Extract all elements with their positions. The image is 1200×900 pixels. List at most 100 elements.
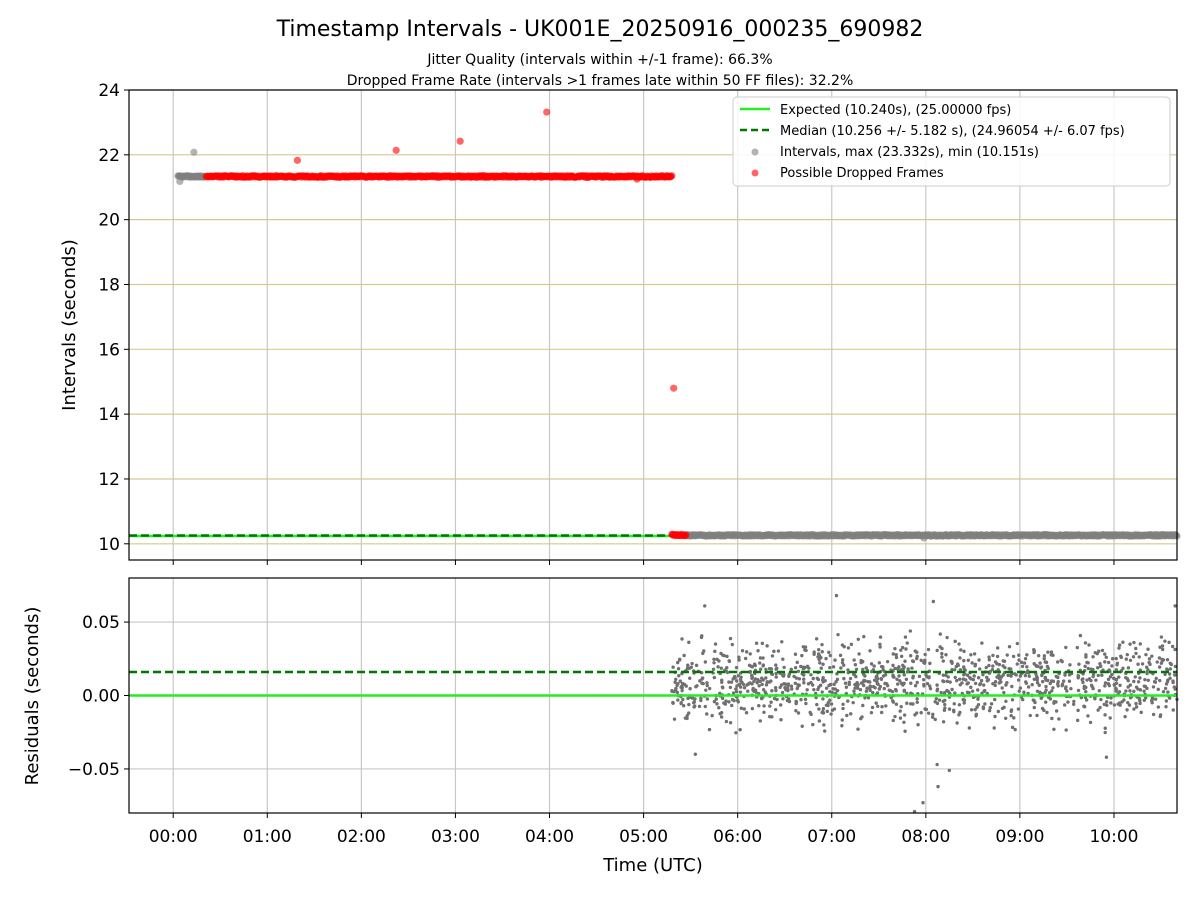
residual-point (774, 671, 778, 676)
residual-point (738, 690, 743, 694)
residual-point (1015, 641, 1020, 646)
residual-point (935, 683, 939, 687)
residual-point (728, 721, 733, 725)
residual-point (878, 635, 883, 639)
residual-point (705, 697, 710, 701)
residual-point (1027, 674, 1031, 678)
residual-point (1151, 712, 1156, 717)
residual-point (1039, 666, 1043, 670)
residual-point (1010, 698, 1015, 702)
residual-point (916, 723, 920, 727)
residual-point (1017, 689, 1021, 693)
residual-point (719, 651, 723, 656)
residual-point (840, 643, 845, 647)
residual-point (948, 680, 952, 684)
residual-point (697, 704, 702, 709)
residual-point (818, 661, 822, 665)
residual-point (852, 689, 856, 693)
residual-point (1125, 652, 1129, 657)
residual-point (756, 649, 760, 653)
dropped-frame-point (670, 384, 678, 392)
residual-point (721, 686, 725, 690)
residual-point (833, 658, 837, 662)
residual-point (1022, 690, 1026, 694)
residual-point (1007, 667, 1011, 671)
residual-point (732, 674, 737, 679)
residual-point (1103, 684, 1107, 688)
residual-point (1046, 650, 1050, 654)
residual-point (915, 697, 919, 701)
residual-point (1114, 689, 1118, 693)
residual-point (868, 649, 872, 653)
residual-point (736, 673, 741, 678)
residual-point (893, 646, 897, 651)
residual-point (1115, 661, 1120, 665)
residual-point (953, 691, 957, 695)
residual-point (985, 679, 990, 683)
residual-point (1138, 676, 1142, 680)
residual-point (783, 686, 787, 690)
residual-point (973, 707, 977, 712)
residual-point (1168, 667, 1173, 671)
residual-point (861, 667, 865, 672)
residual-point (863, 679, 867, 683)
bottom-y-axis-label: Residuals (seconds) (22, 607, 43, 786)
residual-point (921, 677, 926, 682)
residual-point (1105, 703, 1109, 707)
residual-point (1156, 687, 1160, 692)
residual-point (1134, 646, 1138, 651)
residual-point (732, 698, 736, 703)
residual-point (1065, 689, 1069, 693)
residual-point (768, 704, 772, 708)
residual-point (1171, 708, 1175, 712)
residual-point (691, 701, 696, 705)
residual-point (995, 662, 999, 666)
residual-point (730, 642, 735, 647)
residual-outlier (693, 752, 698, 756)
dropped-frame-point (456, 137, 464, 145)
residual-point (947, 707, 952, 711)
residual-point (1013, 727, 1017, 732)
residual-point (1164, 705, 1168, 709)
residual-point (800, 653, 804, 658)
residual-point (899, 648, 903, 652)
residual-point (1014, 673, 1018, 677)
residual-point (1091, 655, 1095, 659)
residual-point (1110, 656, 1115, 661)
residual-point (794, 709, 798, 713)
residual-point (873, 686, 877, 690)
residual-point (737, 655, 741, 659)
residual-point (676, 698, 680, 702)
residual-point (1140, 662, 1145, 666)
residual-point (962, 701, 966, 705)
residual-point (827, 650, 831, 655)
residual-point (1082, 684, 1086, 689)
residual-point (840, 658, 845, 662)
residual-point (971, 677, 976, 682)
residual-point (842, 676, 846, 681)
residual-point (904, 647, 908, 651)
residual-point (1093, 697, 1097, 701)
residual-point (780, 640, 784, 644)
residual-point (883, 673, 888, 677)
top-y-tick-label: 24 (98, 81, 120, 101)
residual-point (869, 710, 874, 715)
residual-point (789, 667, 793, 672)
residual-point (1109, 701, 1113, 705)
residual-point (821, 675, 825, 680)
residual-point (1099, 697, 1103, 702)
residual-point (955, 662, 960, 666)
residual-point (1126, 685, 1130, 689)
residual-point (1173, 647, 1177, 652)
residual-point (1025, 665, 1029, 669)
residual-point (941, 659, 945, 663)
residual-point (822, 723, 826, 727)
residual-point (752, 662, 757, 666)
residual-point (984, 665, 988, 670)
residual-point (1143, 684, 1148, 689)
dropped-frame-point (392, 146, 400, 154)
residual-point (866, 679, 870, 684)
residual-point (828, 665, 832, 670)
residual-point (1060, 659, 1064, 664)
residual-point (891, 663, 895, 668)
